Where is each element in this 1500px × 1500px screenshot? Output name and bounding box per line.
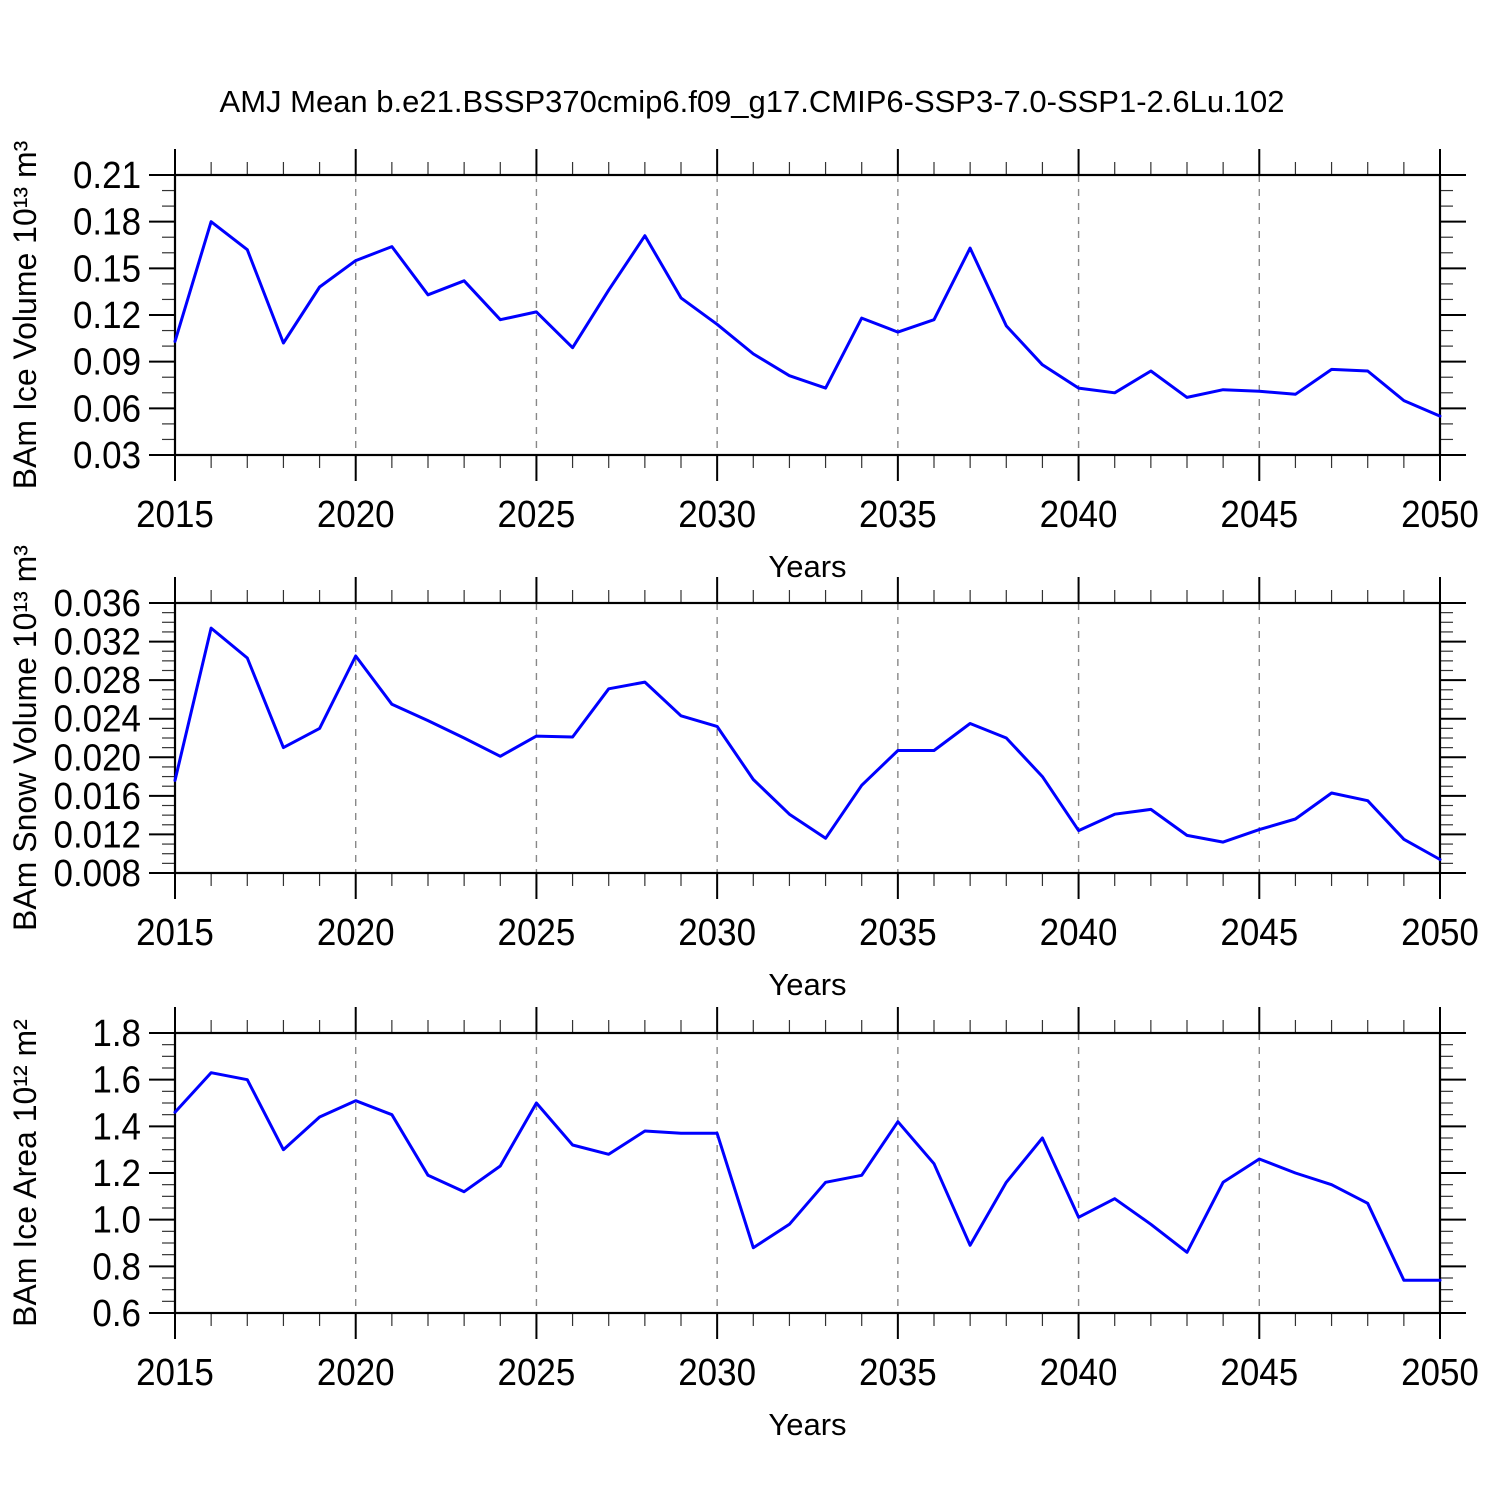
- y-axis-label: BAm Snow Volume 10¹³ m³: [7, 545, 43, 931]
- y-tick-label: 0.016: [54, 776, 142, 818]
- y-tick-label: 0.15: [73, 248, 141, 290]
- y-tick-label: 0.12: [73, 295, 141, 337]
- chart-title: AMJ Mean b.e21.BSSP370cmip6.f09_g17.CMIP…: [220, 84, 1285, 119]
- data-line: [173, 626, 1442, 861]
- y-tick-label: 0.024: [54, 699, 142, 741]
- y-tick-label: 0.032: [54, 622, 142, 664]
- y-tick-label: 0.09: [73, 342, 141, 384]
- x-tick-label: 2025: [498, 912, 576, 954]
- y-tick-label: 0.008: [54, 853, 142, 895]
- x-axis-label: Years: [768, 549, 846, 584]
- y-tick-label: 0.6: [92, 1293, 141, 1335]
- x-tick-label: 2035: [859, 1352, 937, 1394]
- data-line: [173, 220, 1442, 418]
- x-tick-label: 2050: [1401, 494, 1479, 536]
- x-tick-label: 2035: [859, 912, 937, 954]
- y-tick-label: 0.18: [73, 202, 141, 244]
- x-tick-label: 2030: [678, 912, 756, 954]
- y-axis-label: BAm Ice Volume 10¹³ m³: [7, 140, 43, 489]
- y-tick-label: 0.03: [73, 435, 141, 477]
- y-tick-label: 0.21: [73, 155, 141, 197]
- x-axis-label: Years: [768, 1407, 846, 1442]
- panel-1: 2015 2020 2025 2030 2035 2040 2045 2050 0.03 0.06…: [7, 140, 1479, 584]
- y-tick-label: 0.036: [54, 583, 142, 625]
- x-tick-label: 2030: [678, 494, 756, 536]
- x-tick-label: 2045: [1220, 912, 1298, 954]
- y-tick-label: 0.020: [54, 737, 142, 779]
- x-tick-label: 2040: [1040, 1352, 1118, 1394]
- y-tick-label: 1.0: [92, 1200, 141, 1242]
- y-tick-label: 1.6: [92, 1060, 141, 1102]
- x-tick-label: 2020: [317, 1352, 395, 1394]
- y-tick-label: 0.06: [73, 388, 141, 430]
- y-tick-label: 0.028: [54, 660, 142, 702]
- y-tick-label: 0.012: [54, 814, 142, 856]
- plot-frame: [173, 1031, 1442, 1315]
- x-tick-label: 2025: [498, 1352, 576, 1394]
- plot-frame: [173, 601, 1442, 875]
- panel-3: 2015 2020 2025 2030 2035 2040 2045 20500.60.81.…: [7, 1007, 1479, 1442]
- x-tick-label: 2035: [859, 494, 937, 536]
- y-axis-label: BAm Ice Area 10¹² m²: [7, 1019, 43, 1327]
- plot-frame: [173, 173, 1442, 457]
- data-line: [173, 1071, 1442, 1282]
- y-tick-label: 0.8: [92, 1246, 141, 1288]
- x-tick-label: 2025: [498, 494, 576, 536]
- x-tick-label: 2050: [1401, 912, 1479, 954]
- x-axis-label: Years: [768, 967, 846, 1002]
- x-tick-label: 2045: [1220, 494, 1298, 536]
- x-tick-label: 2015: [136, 1352, 214, 1394]
- x-tick-label: 2030: [678, 1352, 756, 1394]
- x-tick-label: 2015: [136, 912, 214, 954]
- y-tick-label: 1.4: [92, 1106, 141, 1148]
- x-tick-label: 2040: [1040, 494, 1118, 536]
- panels: 2015 2020 2025 2030 2035 2040 2045 2050 0.03 0.06…: [7, 140, 1479, 1442]
- x-tick-label: 2020: [317, 912, 395, 954]
- x-tick-label: 2040: [1040, 912, 1118, 954]
- y-tick-label: 1.8: [92, 1013, 141, 1055]
- x-tick-label: 2050: [1401, 1352, 1479, 1394]
- x-tick-label: 2015: [136, 494, 214, 536]
- x-tick-label: 2045: [1220, 1352, 1298, 1394]
- y-tick-label: 1.2: [92, 1153, 141, 1195]
- x-tick-label: 2020: [317, 494, 395, 536]
- panel-2: 2015 2020 2025 2030 2035 2040 2045 20500.0080.0…: [7, 545, 1479, 1002]
